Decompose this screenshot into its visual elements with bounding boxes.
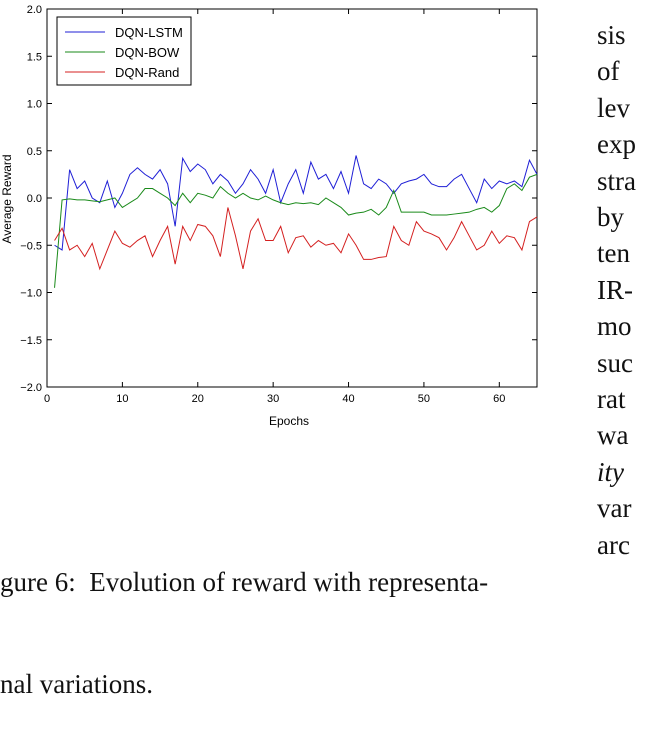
- legend-label: DQN-LSTM: [115, 25, 183, 40]
- x-axis-label: Epochs: [269, 414, 309, 428]
- legend: DQN-LSTM DQN-BOW DQN-Rand: [56, 16, 192, 86]
- series-line-dqn-rand: [54, 207, 538, 271]
- y-tick-label: −0.5: [20, 240, 42, 252]
- legend-label: DQN-Rand: [115, 65, 179, 80]
- caption-line-1: gure 6: Evolution of reward with represe…: [0, 567, 489, 597]
- y-tick-label: −1.5: [20, 335, 42, 347]
- column-text-fragment: stra: [597, 165, 636, 196]
- column-text-fragment: rat: [597, 384, 626, 414]
- column-text-fragment: mo: [597, 311, 632, 342]
- y-tick-label: 1.0: [27, 99, 42, 111]
- y-tick-label: −1.0: [20, 288, 42, 300]
- figure-caption: gure 6: Evolution of reward with represe…: [0, 497, 590, 735]
- legend-box: [56, 16, 192, 86]
- column-text-fragment: sis: [597, 20, 626, 50]
- x-tick-label: 40: [342, 393, 354, 405]
- x-tick-label: 10: [116, 393, 128, 405]
- x-tick-label: 50: [418, 393, 430, 405]
- chart-figure: 2.0 1.5 1.0 0.5 0.0 −0.5 −1.0 −1.5 −2.00 10 20 30 40…: [0, 4, 538, 428]
- column-text-fragment: ity: [597, 456, 624, 487]
- x-tick-label: 0: [44, 393, 50, 405]
- column-text-fragment: exp: [597, 129, 636, 160]
- adjacent-column-text: sis of lev exp stra by ten IR-mo suc rat wa ity var a…: [597, 0, 654, 570]
- column-text-fragment: suc: [597, 347, 633, 378]
- column-text-fragment: ten: [597, 238, 630, 269]
- column-text-fragment: lev: [597, 92, 630, 123]
- y-tick-label: 1.5: [27, 51, 42, 63]
- legend-label: DQN-BOW: [115, 45, 180, 60]
- x-tick-label: 30: [267, 393, 279, 405]
- column-text-fragment: IR-: [597, 274, 633, 305]
- x-tick-label: 20: [192, 393, 204, 405]
- series-line-dqn-bow: [54, 173, 538, 288]
- y-tick-label: 0.0: [27, 193, 42, 205]
- column-text-fragment: of: [597, 56, 620, 87]
- series-layer: [54, 155, 538, 288]
- column-text-fragment: arc: [597, 529, 630, 560]
- x-tick-label: 60: [493, 393, 505, 405]
- column-text-fragment: by: [597, 202, 624, 232]
- y-tick-label: −2.0: [20, 382, 42, 394]
- caption-line-2: nal variations.: [0, 669, 153, 699]
- y-tick-label: 0.5: [27, 146, 42, 158]
- y-tick-label: 2.0: [27, 4, 42, 16]
- column-text-fragment: wa: [597, 420, 629, 451]
- y-axis-label: Average Reward: [0, 154, 14, 243]
- axis-layer: 2.0 1.5 1.0 0.5 0.0 −0.5 −1.0 −1.5 −2.00 10 20 30 40…: [20, 4, 537, 405]
- series-line-dqn-lstm: [54, 155, 538, 251]
- column-text-fragment: var: [597, 493, 632, 524]
